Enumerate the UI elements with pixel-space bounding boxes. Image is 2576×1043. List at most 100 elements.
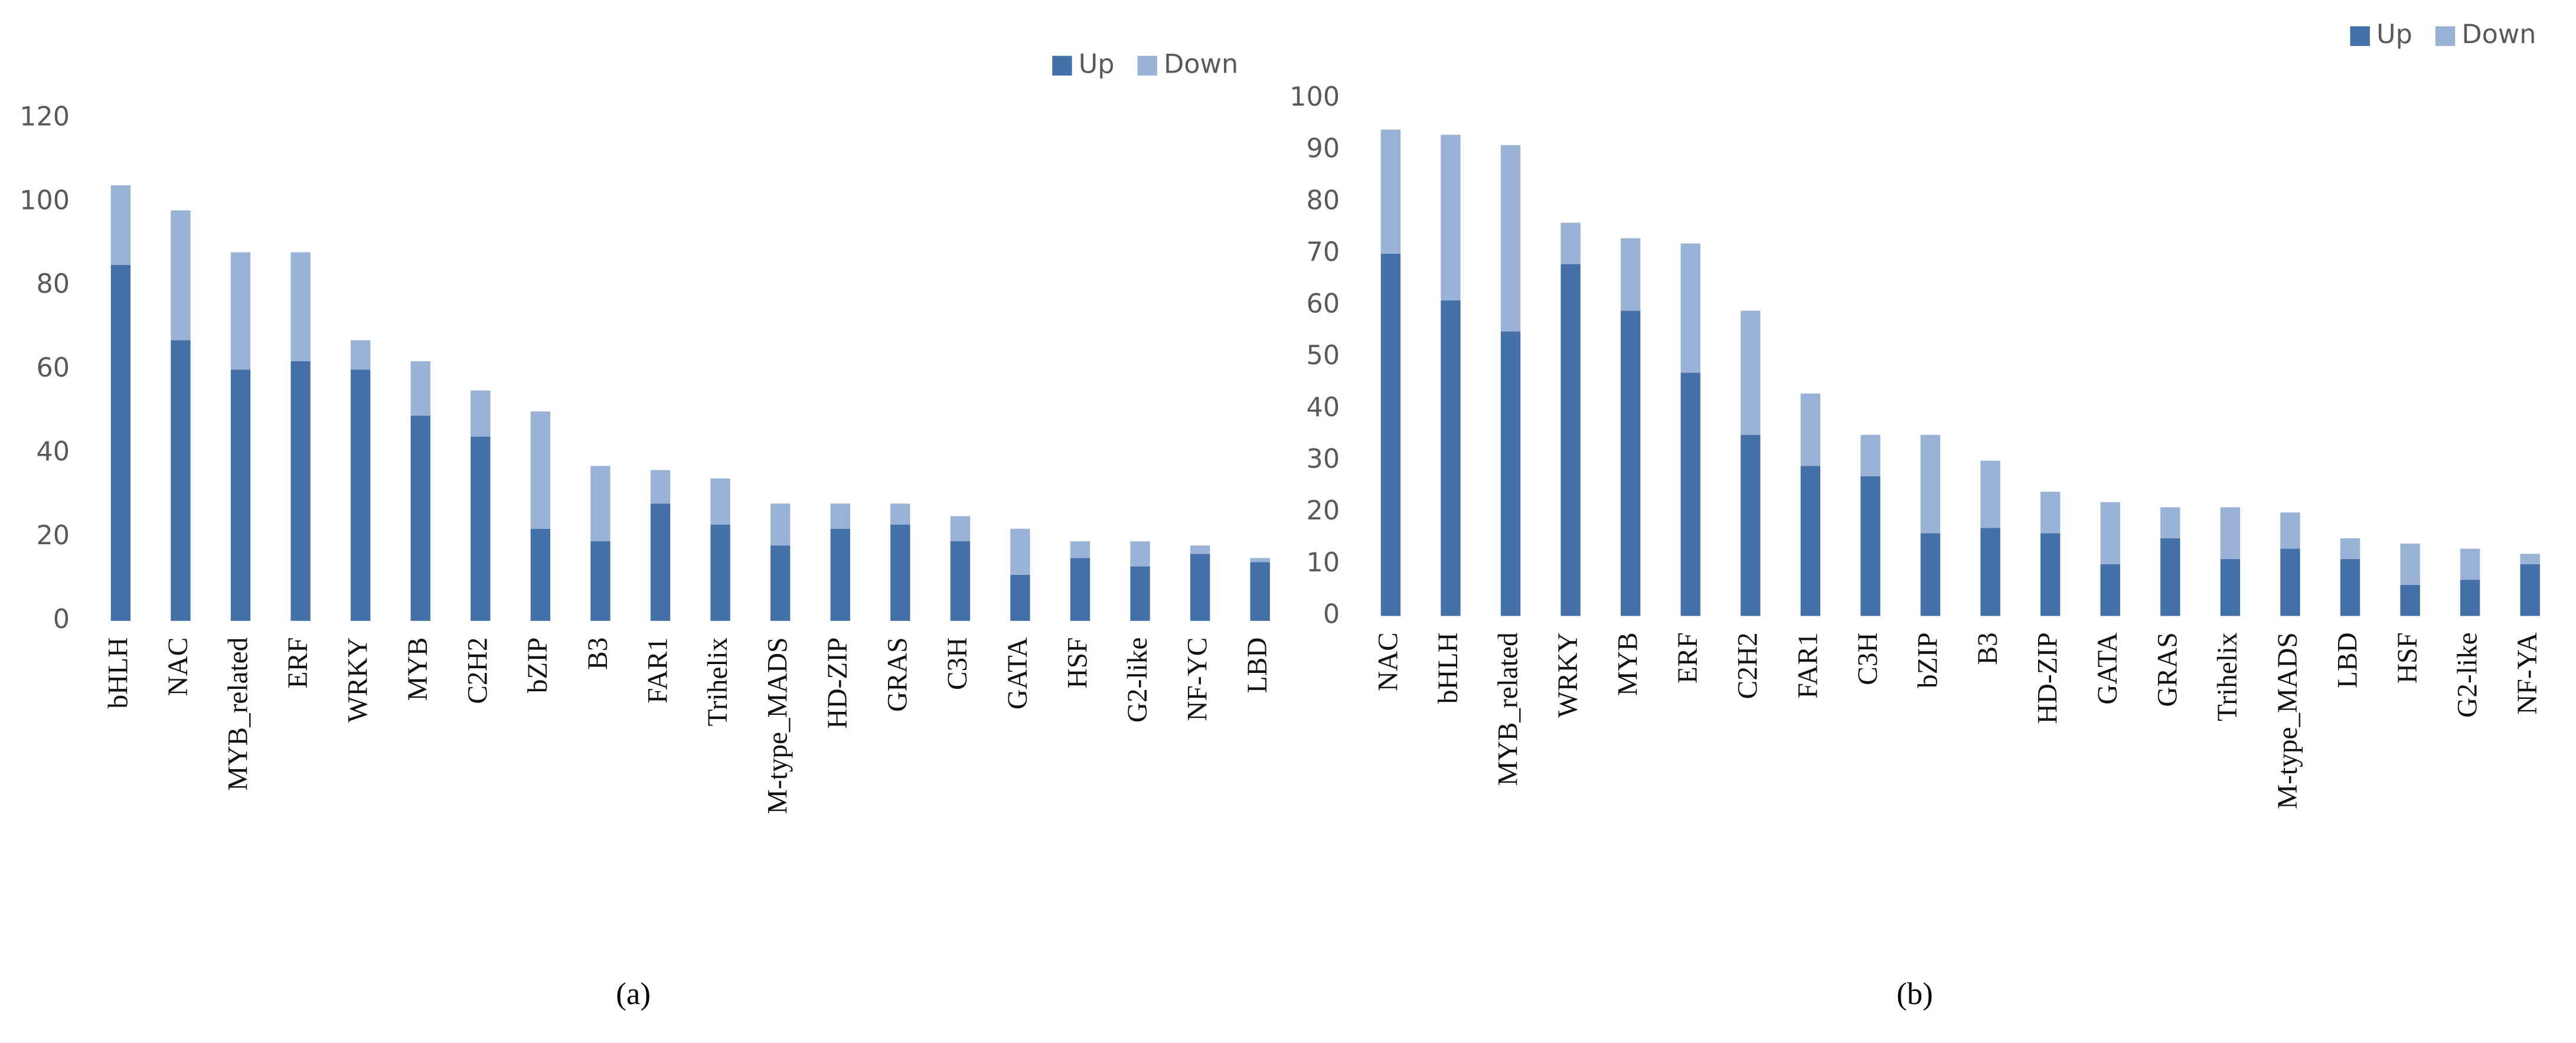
bar-segment <box>1680 372 1700 616</box>
bar-segment <box>650 503 671 621</box>
legend-label: Down <box>1164 49 1238 79</box>
bar-segment <box>2220 559 2241 616</box>
bar-segment <box>710 478 730 525</box>
bar-segment <box>770 503 791 546</box>
bar-segment <box>110 185 131 265</box>
bar-segment <box>1560 223 1581 264</box>
bar-segment <box>1190 545 1210 554</box>
bar-segment <box>950 516 971 542</box>
y-tick-label: 80 <box>1306 185 1340 215</box>
chart: 0 10 20 30 40 50 60 70 80 90 100 NAC bHLH MYB_related… <box>1289 19 2543 1011</box>
bar-segment <box>2160 538 2180 616</box>
bar-segment <box>350 340 371 370</box>
bar-segment <box>2040 492 2061 534</box>
bar-segment <box>1560 264 1581 616</box>
bar-segment <box>1920 434 1941 534</box>
bar-segment <box>171 210 191 341</box>
bar-segment <box>1441 135 1461 300</box>
x-tick-label: NAC <box>1373 632 1403 691</box>
bar-segment <box>1980 460 2000 528</box>
legend-swatch <box>2350 26 2370 46</box>
x-tick-label: C2H2 <box>1733 632 1764 699</box>
bar-segment <box>2400 543 2420 585</box>
bar-segment <box>2280 548 2300 616</box>
bar-segment <box>2340 559 2360 616</box>
x-tick-label: HSF <box>1062 637 1093 689</box>
bar-segment <box>590 541 610 621</box>
bar-segment <box>2460 548 2480 580</box>
y-tick-label: 10 <box>1306 548 1340 578</box>
bar-segment <box>410 416 430 621</box>
y-tick-label: 0 <box>1323 600 1340 630</box>
bar-segment <box>650 470 671 504</box>
x-tick-label: C3H <box>942 637 973 690</box>
x-tick-label: B3 <box>583 637 613 670</box>
x-tick-label: MYB_related <box>1493 632 1523 786</box>
y-tick-label: 40 <box>1306 393 1340 423</box>
bar-segment <box>1680 243 1700 373</box>
bar-segment <box>590 466 610 542</box>
bar-segment <box>770 545 791 621</box>
x-tick-label: ERF <box>283 637 314 689</box>
bar-segment <box>1070 541 1091 558</box>
bar-segment <box>290 252 311 361</box>
x-tick-label: GATA <box>1003 637 1033 709</box>
bar-segment <box>890 524 910 621</box>
y-tick-label: 100 <box>1289 82 1340 112</box>
x-tick-label: LBD <box>2332 632 2363 688</box>
bar-segment <box>2520 564 2540 616</box>
bar-segment <box>2220 507 2241 560</box>
panel-label: (a) <box>616 977 651 1011</box>
bar-segment <box>710 524 730 621</box>
x-tick-label: bHLH <box>1433 632 1464 704</box>
bar-segment <box>2160 507 2180 539</box>
x-tick-label: GRAS <box>883 637 913 712</box>
bar-segment <box>350 370 371 621</box>
bar-segment <box>290 361 311 621</box>
y-tick-label: 120 <box>19 102 70 132</box>
x-tick-label: GATA <box>2092 632 2123 704</box>
x-tick-label: G2-like <box>2452 632 2483 717</box>
x-tick-label: GRAS <box>2153 632 2183 707</box>
bar-segment <box>2520 554 2540 564</box>
x-tick-label: B3 <box>1973 632 2003 665</box>
bar-segment <box>2280 512 2300 549</box>
x-tick-label: FAR1 <box>1793 632 1823 698</box>
x-tick-label: WRKY <box>343 637 374 723</box>
bar-segment <box>2400 584 2420 616</box>
y-tick-label: 80 <box>36 269 70 299</box>
bar-segment <box>1980 528 2000 616</box>
bar-segment <box>1250 558 1270 563</box>
y-tick-label: 20 <box>1306 496 1340 526</box>
x-tick-label: HSF <box>2392 632 2423 684</box>
bar-segment <box>1500 145 1521 332</box>
bar-segment <box>230 370 251 621</box>
bar-segment <box>950 541 971 621</box>
x-tick-label: HD-ZIP <box>2033 632 2064 724</box>
bar-segment <box>110 264 131 621</box>
y-tick-label: 60 <box>36 353 70 383</box>
bar-segment <box>2460 580 2480 616</box>
legend-label: Down <box>2461 19 2536 50</box>
x-tick-label: bZIP <box>523 637 553 694</box>
x-tick-label: M-type_MADS <box>2273 632 2303 809</box>
bar-segment <box>1620 310 1641 616</box>
bar-segment <box>1500 331 1521 616</box>
y-tick-label: 90 <box>1306 134 1340 164</box>
bar-segment <box>1070 558 1091 621</box>
bar-segment <box>1010 574 1030 621</box>
bar-segment <box>471 436 491 621</box>
legend-swatch <box>2435 26 2456 46</box>
x-tick-label: bZIP <box>1912 632 1943 688</box>
legend-label: Up <box>2376 19 2412 50</box>
chart: 0 20 40 60 80 100 120 bHLH NAC MYB_related ERF WRKY… <box>19 49 1273 1011</box>
y-tick-label: 50 <box>1306 341 1340 371</box>
bar-segment <box>1130 566 1150 621</box>
bar-segment <box>1010 528 1030 575</box>
x-tick-label: Trihelix <box>2212 632 2243 721</box>
y-tick-label: 70 <box>1306 237 1340 267</box>
x-tick-label: M-type_MADS <box>763 637 794 815</box>
bar-segment <box>1380 129 1401 254</box>
bar-segment <box>830 503 850 529</box>
